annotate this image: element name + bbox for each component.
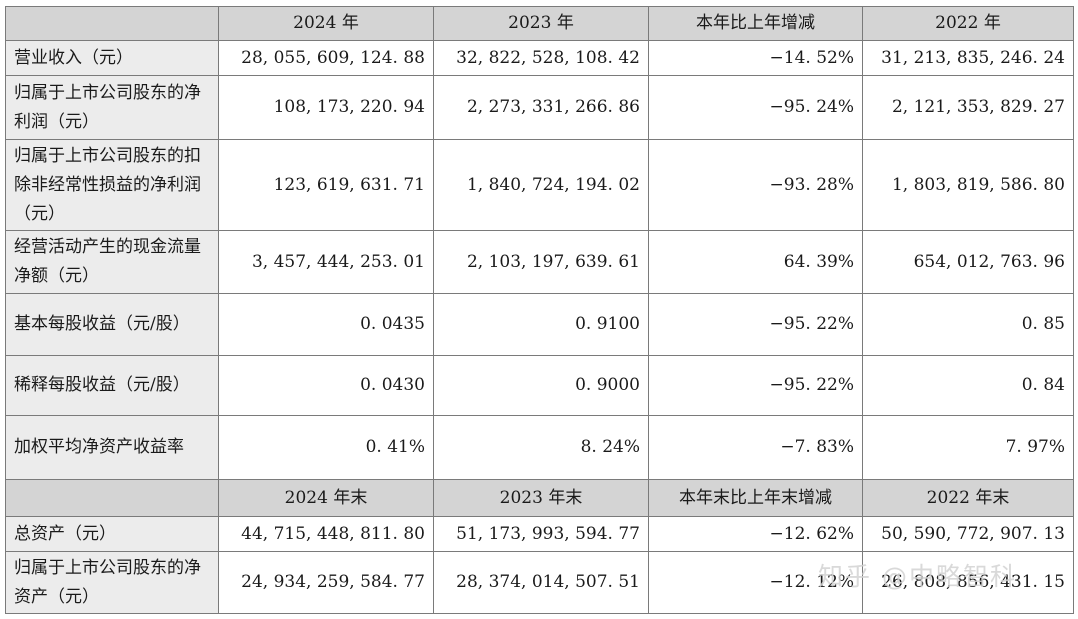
cell-change: −7. 83% (648, 415, 863, 480)
row-label: 归属于上市公司股东的净利润（元） (5, 75, 219, 140)
cell-2024: 108, 173, 220. 94 (218, 75, 434, 140)
row-label: 归属于上市公司股东的净资产（元） (5, 551, 219, 614)
subheader-2022-end: 2022 年末 (862, 479, 1074, 517)
cell-2024: 3, 457, 444, 253. 01 (218, 230, 434, 294)
cell-2022: 1, 803, 819, 586. 80 (862, 139, 1074, 231)
row-label: 加权平均净资产收益率 (5, 415, 219, 480)
cell-2023: 2, 103, 197, 639. 61 (433, 230, 649, 294)
table-row: 归属于上市公司股东的净资产（元） 24, 934, 259, 584. 77 2… (5, 551, 1074, 614)
cell-2024: 24, 934, 259, 584. 77 (218, 551, 434, 614)
cell-2023: 0. 9000 (433, 355, 649, 416)
cell-2022: 0. 85 (862, 293, 1074, 356)
cell-2023: 28, 374, 014, 507. 51 (433, 551, 649, 614)
cell-2024: 0. 41% (218, 415, 434, 480)
cell-2022: 7. 97% (862, 415, 1074, 480)
cell-change: −93. 28% (648, 139, 863, 231)
cell-2024: 0. 0430 (218, 355, 434, 416)
table-row: 总资产（元） 44, 715, 448, 811. 80 51, 173, 99… (5, 516, 1074, 552)
row-label: 总资产（元） (5, 516, 219, 552)
table-row: 基本每股收益（元/股） 0. 0435 0. 9100 −95. 22% 0. … (5, 293, 1074, 356)
subheader-2023-end: 2023 年末 (433, 479, 649, 517)
subheader-change: 本年末比上年末增减 (648, 479, 863, 517)
cell-2024: 44, 715, 448, 811. 80 (218, 516, 434, 552)
cell-2024: 0. 0435 (218, 293, 434, 356)
row-label: 稀释每股收益（元/股） (5, 355, 219, 416)
cell-2022: 2, 121, 353, 829. 27 (862, 75, 1074, 140)
table-row: 归属于上市公司股东的扣除非经常性损益的净利润（元） 123, 619, 631.… (5, 139, 1074, 231)
subheader-blank (5, 479, 219, 517)
table-row: 加权平均净资产收益率 0. 41% 8. 24% −7. 83% 7. 97% (5, 415, 1074, 480)
header-2022: 2022 年 (862, 6, 1074, 41)
table-row: 经营活动产生的现金流量净额（元） 3, 457, 444, 253. 01 2,… (5, 230, 1074, 294)
cell-2023: 1, 840, 724, 194. 02 (433, 139, 649, 231)
table-header-row: 2024 年 2023 年 本年比上年增减 2022 年 (5, 6, 1074, 41)
header-blank (5, 6, 219, 41)
table-row: 归属于上市公司股东的净利润（元） 108, 173, 220. 94 2, 27… (5, 75, 1074, 140)
cell-change: −12. 62% (648, 516, 863, 552)
row-label: 经营活动产生的现金流量净额（元） (5, 230, 219, 294)
cell-2023: 0. 9100 (433, 293, 649, 356)
row-label: 归属于上市公司股东的扣除非经常性损益的净利润（元） (5, 139, 219, 231)
cell-2023: 2, 273, 331, 266. 86 (433, 75, 649, 140)
cell-2023: 32, 822, 528, 108. 42 (433, 40, 649, 76)
row-label: 营业收入（元） (5, 40, 219, 76)
header-2023: 2023 年 (433, 6, 649, 41)
cell-change: 64. 39% (648, 230, 863, 294)
cell-2022: 654, 012, 763. 96 (862, 230, 1074, 294)
cell-2022: 0. 84 (862, 355, 1074, 416)
cell-2024: 123, 619, 631. 71 (218, 139, 434, 231)
cell-2022: 50, 590, 772, 907. 13 (862, 516, 1074, 552)
cell-change: −14. 52% (648, 40, 863, 76)
header-change: 本年比上年增减 (648, 6, 863, 41)
financial-summary-table: 2024 年 2023 年 本年比上年增减 2022 年 营业收入（元） 28,… (5, 6, 1074, 614)
subheader-2024-end: 2024 年末 (218, 479, 434, 517)
header-2024: 2024 年 (218, 6, 434, 41)
cell-2023: 51, 173, 993, 594. 77 (433, 516, 649, 552)
cell-2023: 8. 24% (433, 415, 649, 480)
cell-2022: 26, 808, 856, 431. 15 (862, 551, 1074, 614)
cell-change: −12. 12% (648, 551, 863, 614)
cell-2022: 31, 213, 835, 246. 24 (862, 40, 1074, 76)
cell-change: −95. 22% (648, 355, 863, 416)
cell-change: −95. 24% (648, 75, 863, 140)
cell-2024: 28, 055, 609, 124. 88 (218, 40, 434, 76)
table-row: 稀释每股收益（元/股） 0. 0430 0. 9000 −95. 22% 0. … (5, 355, 1074, 416)
table-subheader-row: 2024 年末 2023 年末 本年末比上年末增减 2022 年末 (5, 479, 1074, 517)
cell-change: −95. 22% (648, 293, 863, 356)
table-row: 营业收入（元） 28, 055, 609, 124. 88 32, 822, 5… (5, 40, 1074, 76)
row-label: 基本每股收益（元/股） (5, 293, 219, 356)
